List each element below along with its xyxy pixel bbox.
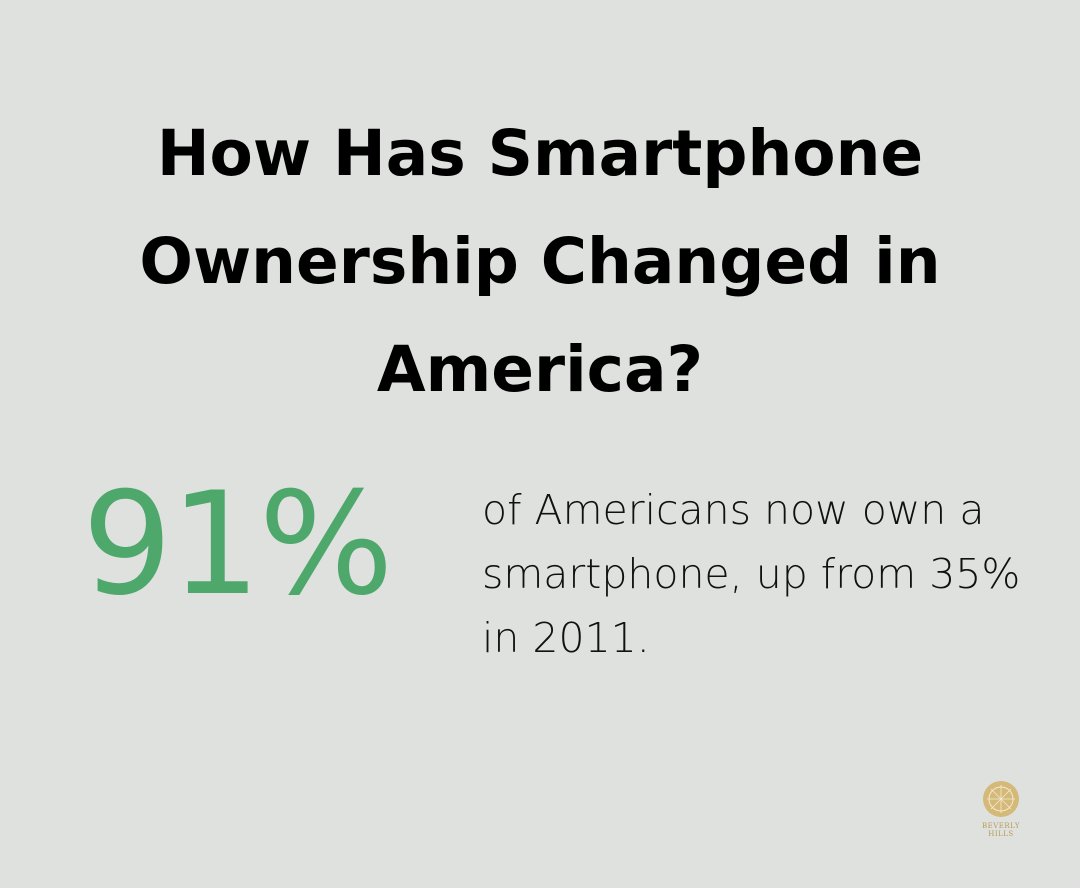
page-title: How Has Smartphone Ownership Changed in … [139,117,941,406]
stat-description: of Americans now own a smartphone, up fr… [482,486,1021,662]
stat-value: 91% [82,462,394,627]
brand-logo: BEVERLY HILLS [970,780,1032,838]
logo-emblem-icon [983,781,1019,817]
logo-text: BEVERLY HILLS [981,822,1020,838]
